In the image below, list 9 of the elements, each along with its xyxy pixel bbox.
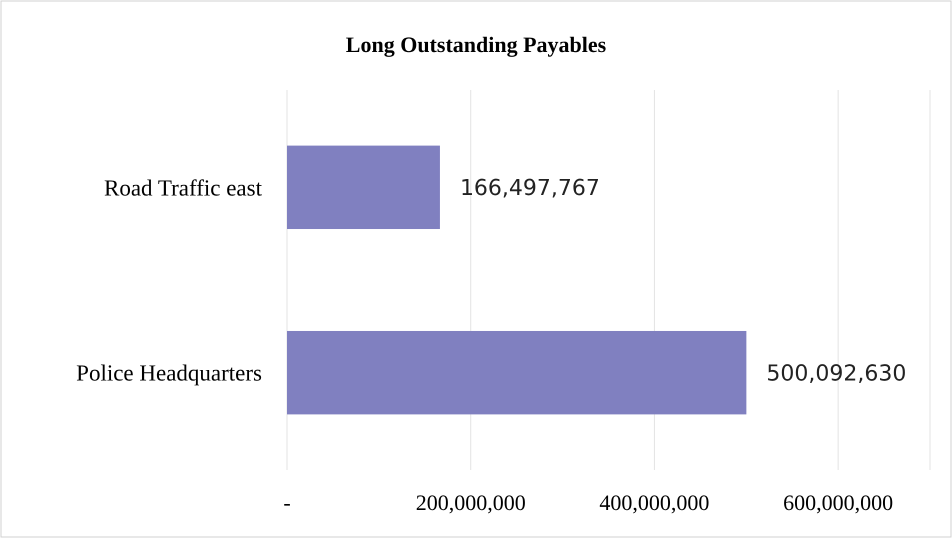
y-tick-label: Road Traffic east xyxy=(104,175,263,200)
chart-title: Long Outstanding Payables xyxy=(346,32,607,57)
x-tick-label: 200,000,000 xyxy=(416,490,526,515)
data-label: 500,092,630 xyxy=(766,361,906,386)
x-tick-label: 600,000,000 xyxy=(783,490,894,515)
x-tick-label: 400,000,000 xyxy=(599,490,710,515)
data-label: 166,497,767 xyxy=(460,176,600,202)
x-tick-label: - xyxy=(283,490,291,515)
y-tick-label: Police Headquarters xyxy=(76,360,262,386)
